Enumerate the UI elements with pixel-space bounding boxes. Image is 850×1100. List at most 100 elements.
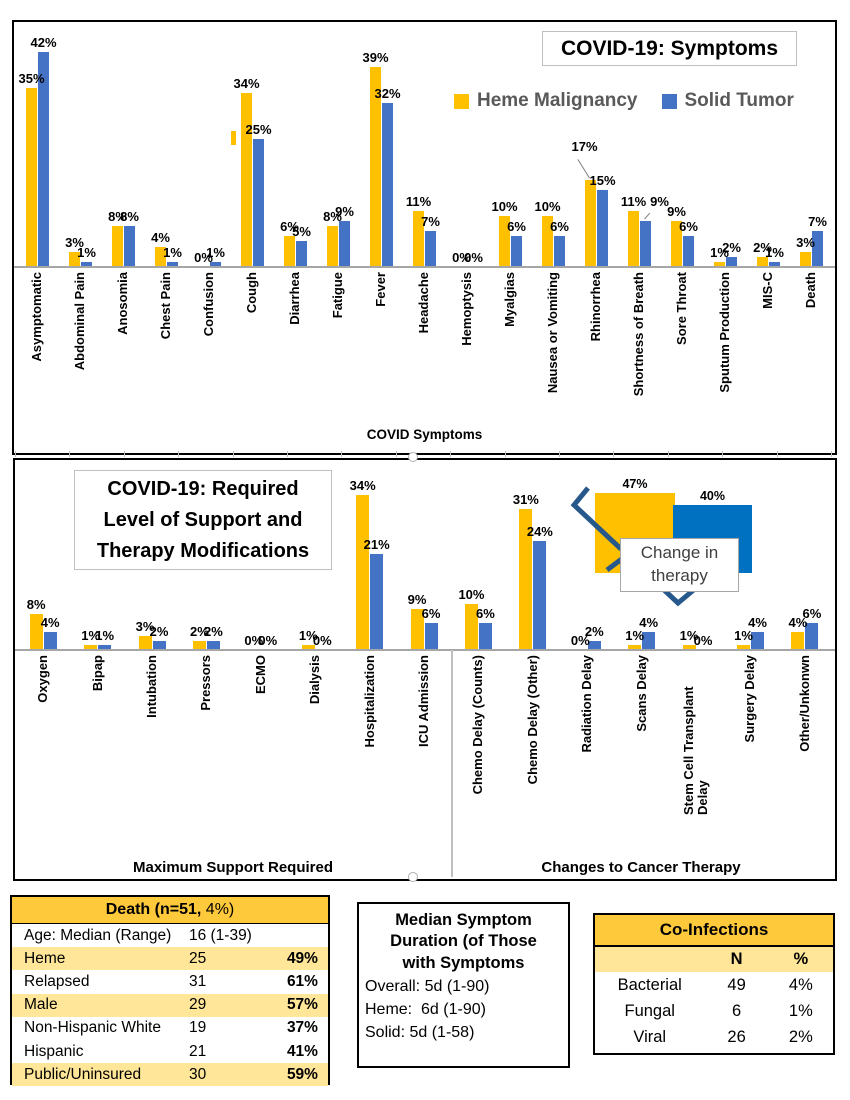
- bar-value-label: 10%: [458, 587, 485, 603]
- bar-group: 17%: [571, 22, 598, 267]
- heme-bar: [464, 604, 478, 650]
- bar-value-label: 0%: [464, 250, 483, 265]
- bar-group: 8%: [120, 22, 139, 267]
- category-label-text: Chemo Delay (Counts): [470, 655, 486, 795]
- heme-bar: [192, 640, 206, 650]
- chart-column: 35% 42%: [16, 22, 59, 267]
- bar-group: 0%: [464, 22, 483, 267]
- symptoms-x-axis-line: [14, 266, 835, 268]
- chart-column: 11% 7%: [403, 22, 446, 267]
- duration-solid: Solid: 5d (1-58): [365, 1023, 475, 1041]
- bar-value-label: 8%: [26, 596, 46, 612]
- solid-bar: [167, 261, 178, 267]
- legend-item-heme: Heme Malignancy: [454, 90, 638, 112]
- heme-bar: [69, 251, 80, 267]
- chart-column: 1% 0%: [669, 460, 723, 650]
- bar-pair: 9% 6%: [408, 460, 440, 650]
- category-label: Oxygen: [16, 655, 70, 815]
- category-label: Surgery Delay: [723, 655, 777, 815]
- category-label-text: Nausea or Vomiting: [545, 272, 561, 394]
- solid-bar: [43, 631, 57, 650]
- support-category-axis: Oxygen Bipap Intubation Pressors ECMO Dialysi…: [16, 655, 832, 815]
- row-label: Relapsed: [24, 972, 90, 990]
- category-label: Bipap: [70, 655, 124, 815]
- bar-group: 1%: [81, 460, 101, 650]
- category-label: Hemoptysis: [446, 272, 489, 396]
- bar-group: 1%: [77, 22, 96, 267]
- row-percent: 2%: [788, 1027, 813, 1046]
- bar-group: 8%: [108, 22, 127, 267]
- bar-group: 8%: [26, 460, 46, 650]
- bar-value-label: 1%: [679, 628, 699, 644]
- bar-value-label: 0%: [244, 633, 264, 648]
- bar-pair: 3% 2%: [136, 460, 168, 650]
- heme-bar: [628, 210, 639, 267]
- chart-column: 10% 6%: [532, 22, 575, 267]
- bar-pair: 31% 24%: [513, 460, 553, 650]
- bar-value-label: 17%: [571, 138, 598, 154]
- bar-value-label: 0%: [194, 250, 213, 265]
- bar-group: 4%: [788, 460, 807, 650]
- solid-bar: [370, 554, 384, 650]
- row-percent: 37%: [286, 1019, 318, 1037]
- bar-group: 11%: [621, 22, 646, 267]
- category-label-text: Bipap: [89, 655, 105, 692]
- category-label: MIS-C: [747, 272, 790, 396]
- bar-group: 1%: [163, 22, 182, 267]
- bar-group: 8%: [323, 22, 342, 267]
- bar-group: 2%: [585, 460, 604, 650]
- category-label: Intubation: [125, 655, 179, 815]
- solid-bar: [769, 261, 780, 267]
- bar-group: 10%: [491, 22, 518, 267]
- bar-value-label: 32%: [374, 86, 401, 102]
- bar-group: 9%: [408, 460, 426, 650]
- symptoms-axis-title: COVID Symptoms: [366, 427, 483, 442]
- death-table-header: Death (n=51, 4%): [12, 897, 328, 924]
- chart-column: 9% 6%: [397, 460, 451, 650]
- bar-value-label: 42%: [30, 34, 57, 50]
- category-label: Anosomia: [102, 272, 145, 396]
- bar-pair: 34% 21%: [350, 460, 390, 650]
- category-label-text: Abdominal Pain: [72, 272, 88, 371]
- chart-column: 0% 0%: [446, 22, 489, 267]
- row-count: 49: [727, 975, 746, 994]
- axis-tick: [123, 451, 125, 457]
- duration-overall: Overall: 5d (1-90): [365, 978, 490, 996]
- bar-pair: 4% 6%: [788, 460, 821, 650]
- solid-bar: [478, 622, 492, 650]
- bar-pair: 1% 4%: [734, 460, 767, 650]
- bar-value-label: 1%: [298, 628, 318, 644]
- row-percent: 49%: [286, 949, 318, 967]
- category-label-text: Headache: [416, 272, 432, 334]
- solid-bar: [750, 631, 764, 650]
- category-label: ECMO: [234, 655, 288, 815]
- chart-column: 17% 15%: [571, 22, 618, 267]
- bar-value-label: 0%: [452, 250, 471, 265]
- inset-solid-value-label: 40%: [699, 489, 726, 503]
- bar-group: 6%: [679, 22, 698, 267]
- category-label: Radiation Delay: [560, 655, 614, 815]
- support-chart-title: COVID-19: Required Level of Support and …: [74, 470, 332, 570]
- row-count: 19: [188, 1019, 207, 1037]
- category-label: Cough: [231, 272, 274, 396]
- chart-column: 8% 4%: [16, 460, 70, 650]
- bar-group: 0%: [694, 460, 713, 650]
- category-label: Stem Cell Transplant Delay: [669, 655, 723, 815]
- co-infections-table: Co-Infections N% Bacterial 49 4% Fungal 6 1% V…: [593, 913, 835, 1055]
- chart-column: 4% 1%: [145, 22, 188, 267]
- bar-group: 21%: [364, 460, 390, 650]
- bar-group: 1%: [206, 22, 225, 267]
- row-label: Heme: [24, 949, 66, 967]
- bar-pair: 1% 2%: [710, 22, 741, 267]
- table-row: Public/Uninsured 30 59%: [12, 1063, 328, 1087]
- heme-bar: [413, 210, 424, 267]
- heme-bar: [757, 256, 768, 267]
- category-label: Death: [790, 272, 833, 396]
- bar-pair: 11% 9%: [621, 22, 669, 267]
- table-row: Fungal 6 1%: [595, 998, 833, 1024]
- chart-column: 0% 2%: [560, 460, 614, 650]
- category-label: Myalgias: [489, 272, 532, 396]
- bar-value-label: 2%: [753, 239, 772, 255]
- row-label: Fungal: [624, 1001, 675, 1020]
- bar-value-label: 1%: [81, 628, 101, 644]
